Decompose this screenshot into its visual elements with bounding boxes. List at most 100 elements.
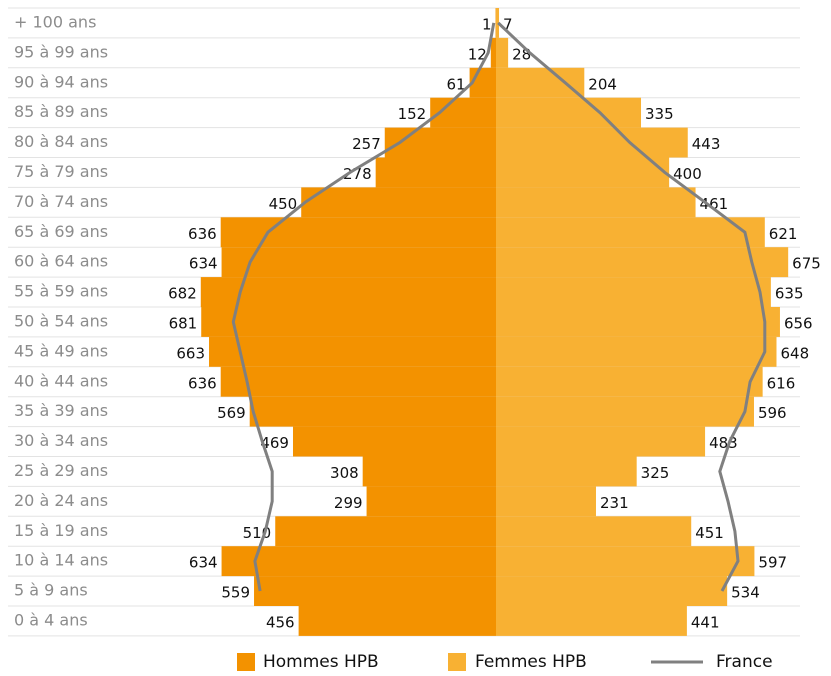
bar-femmes [496, 516, 692, 547]
value-label: 596 [758, 404, 787, 422]
category-label: 50 à 54 ans [14, 311, 108, 330]
bar-femmes [496, 486, 596, 517]
value-label: 534 [731, 584, 760, 602]
bar-femmes [496, 576, 728, 606]
bar-hommes [490, 37, 496, 68]
bar-hommes [201, 307, 496, 337]
value-label: 616 [767, 374, 796, 392]
category-label: 40 à 44 ans [14, 371, 108, 390]
value-label: 656 [784, 314, 813, 332]
value-label: 152 [398, 105, 427, 123]
category-label: 5 à 9 ans [14, 581, 88, 600]
value-label: 635 [775, 285, 804, 303]
category-label: 90 à 94 ans [14, 72, 108, 91]
value-label: 308 [330, 464, 359, 482]
value-label: 648 [780, 344, 809, 362]
value-label: 456 [266, 613, 295, 631]
bar-hommes [249, 396, 496, 427]
bar-femmes [496, 307, 780, 337]
category-label: 10 à 14 ans [14, 551, 108, 570]
category-label: 15 à 19 ans [14, 521, 108, 540]
category-label: 80 à 84 ans [14, 132, 108, 151]
value-label: 335 [645, 105, 674, 123]
category-label: 75 à 79 ans [14, 162, 108, 181]
bar-hommes [366, 486, 496, 517]
bar-femmes [496, 187, 696, 218]
value-label: 675 [792, 255, 821, 273]
value-label: 325 [641, 464, 670, 482]
bar-femmes [496, 366, 763, 397]
value-label: 681 [169, 314, 198, 332]
bar-hommes [469, 67, 496, 98]
category-label: 65 à 69 ans [14, 222, 108, 241]
bar-hommes [221, 247, 496, 278]
value-label: 441 [691, 613, 720, 631]
bar-femmes [496, 277, 771, 307]
value-label: 621 [769, 225, 798, 243]
value-label: 231 [600, 494, 629, 512]
value-label: 569 [217, 404, 246, 422]
category-label: 95 à 99 ans [14, 42, 108, 61]
value-label: 597 [758, 554, 787, 572]
bar-femmes [496, 157, 670, 188]
legend-label: Femmes HPB [475, 652, 587, 672]
bar-femmes [496, 456, 637, 487]
bar-hommes [200, 277, 496, 307]
value-label: 461 [700, 195, 729, 213]
bar-hommes [375, 157, 496, 188]
value-label: 663 [176, 344, 205, 362]
bar-femmes [496, 336, 777, 367]
bar-hommes [254, 576, 496, 606]
bar-femmes [496, 67, 585, 98]
value-label: 7 [503, 15, 513, 33]
value-label: 299 [334, 494, 363, 512]
bar-femmes [496, 396, 754, 427]
value-label: 451 [695, 524, 724, 542]
category-label: 20 à 24 ans [14, 491, 108, 510]
bar-femmes [496, 37, 509, 68]
category-label: 70 à 74 ans [14, 192, 108, 211]
category-label: 85 à 89 ans [14, 102, 108, 121]
value-label: 61 [447, 75, 466, 93]
bar-hommes [275, 516, 496, 547]
category-label: 0 à 4 ans [14, 610, 88, 629]
category-label: 35 à 39 ans [14, 401, 108, 420]
bar-hommes [298, 606, 496, 636]
bar-hommes [362, 456, 496, 487]
value-label: 278 [343, 165, 372, 183]
category-label: 25 à 29 ans [14, 461, 108, 480]
legend-swatch [448, 653, 466, 671]
bar-femmes [496, 426, 706, 457]
bar-hommes [292, 426, 496, 457]
value-label: 636 [188, 374, 217, 392]
bar-femmes [496, 217, 765, 248]
value-label: 1 [482, 15, 492, 33]
france-line [231, 22, 496, 592]
value-label: 443 [692, 135, 721, 153]
value-label: 634 [189, 255, 218, 273]
value-label: 400 [673, 165, 702, 183]
value-label: 634 [189, 554, 218, 572]
category-label: 60 à 64 ans [14, 252, 108, 271]
bar-hommes [384, 127, 496, 158]
value-label: 12 [468, 45, 487, 63]
value-label: 257 [352, 135, 381, 153]
bar-hommes [221, 546, 496, 577]
legend-label: Hommes HPB [263, 652, 379, 672]
category-label: 45 à 49 ans [14, 341, 108, 360]
value-label: 469 [260, 434, 289, 452]
bar-femmes [496, 606, 687, 636]
legend-label: France [716, 652, 773, 672]
category-label: 30 à 34 ans [14, 431, 108, 450]
bar-femmes [496, 127, 688, 158]
bar-hommes [301, 187, 496, 218]
legend-swatch [237, 653, 255, 671]
bar-hommes [209, 336, 496, 367]
bar-femmes [496, 247, 789, 278]
category-label: 55 à 59 ans [14, 282, 108, 301]
bar-hommes [220, 366, 496, 397]
value-label: 559 [221, 584, 250, 602]
france-line [497, 21, 767, 592]
value-label: 28 [512, 45, 531, 63]
